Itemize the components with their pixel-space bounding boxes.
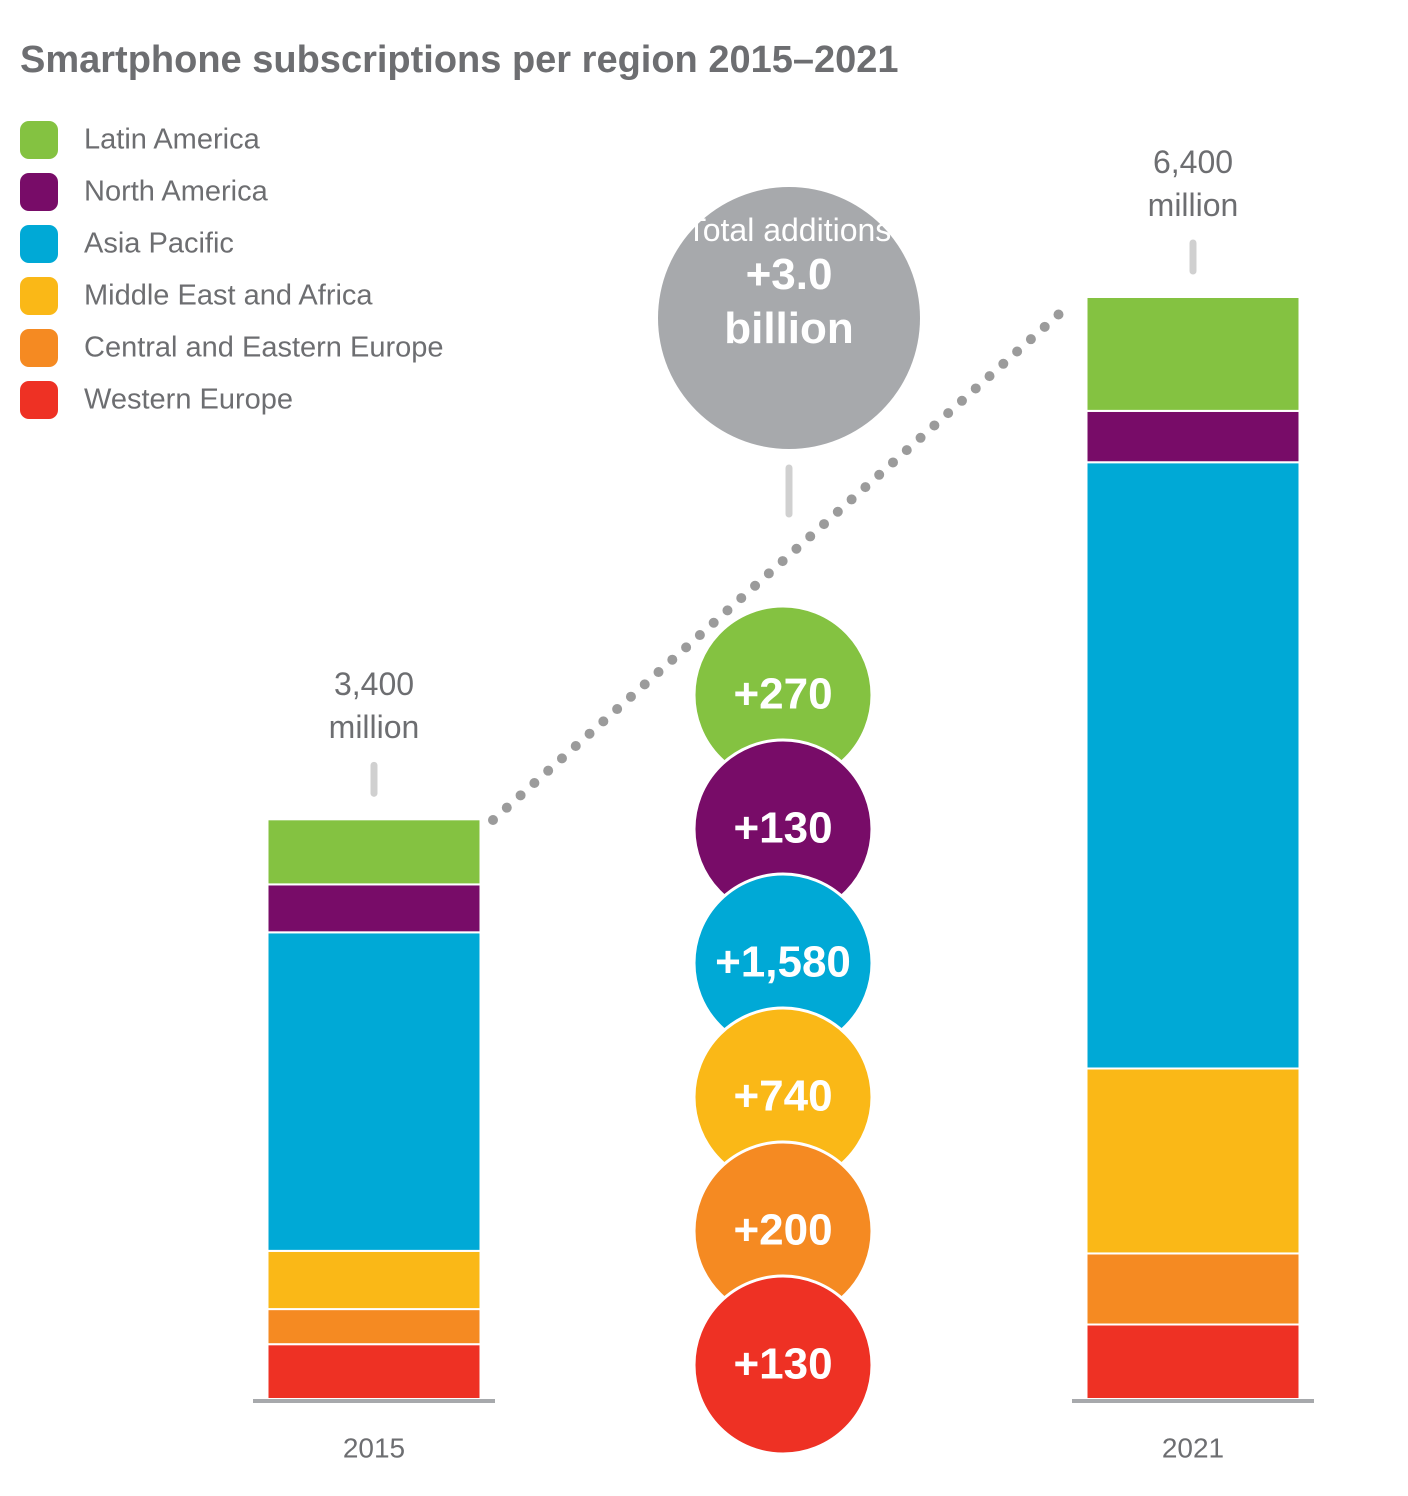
bar-segment <box>1085 461 1301 1070</box>
legend-label: Middle East and Africa <box>84 280 373 312</box>
addition-label: +130 <box>733 804 832 853</box>
bar-segment <box>266 1308 482 1346</box>
legend-label: North America <box>84 176 269 208</box>
legend-swatch <box>20 329 58 367</box>
additions-title: Total additions <box>686 212 892 248</box>
addition-label: +130 <box>733 1340 832 1389</box>
addition-bubble <box>692 1274 874 1456</box>
bar-segment <box>266 883 482 934</box>
addition-label: +200 <box>733 1206 832 1255</box>
legend-label: Asia Pacific <box>84 228 234 260</box>
legend-label: Central and Eastern Europe <box>84 332 444 364</box>
addition-label: +270 <box>733 670 832 719</box>
bar-segment <box>1085 409 1301 464</box>
bar-segment <box>266 931 482 1252</box>
legend-swatch <box>20 381 58 419</box>
bar-segment <box>1085 1323 1301 1401</box>
total-label: 3,400 million <box>328 666 420 746</box>
legend-swatch <box>20 277 58 315</box>
chart-title: Smartphone subscriptions per region 2015… <box>20 39 899 81</box>
bar-segment <box>266 818 482 886</box>
legend-swatch <box>20 173 58 211</box>
legend-swatch <box>20 121 58 159</box>
bar-segment <box>1085 1067 1301 1255</box>
total-bubble <box>658 187 920 449</box>
bar-segment <box>1085 296 1301 412</box>
addition-label: +1,580 <box>715 938 851 987</box>
bar-segment <box>266 1249 482 1311</box>
x-tick-label: 2021 <box>1162 1432 1224 1463</box>
legend-swatch <box>20 225 58 263</box>
additions-total: +3.0 billion <box>724 250 854 353</box>
total-label: 6,400 million <box>1147 144 1239 223</box>
connector <box>488 301 1073 825</box>
bar-segment <box>1085 1252 1301 1326</box>
total-additions: Total additions +3.0 billion <box>680 212 898 356</box>
addition-label: +740 <box>733 1072 832 1121</box>
legend-label: Western Europe <box>84 384 293 416</box>
legend-label: Latin America <box>84 124 261 156</box>
bar-segment <box>266 1343 482 1401</box>
x-tick-label: 2015 <box>343 1432 405 1463</box>
